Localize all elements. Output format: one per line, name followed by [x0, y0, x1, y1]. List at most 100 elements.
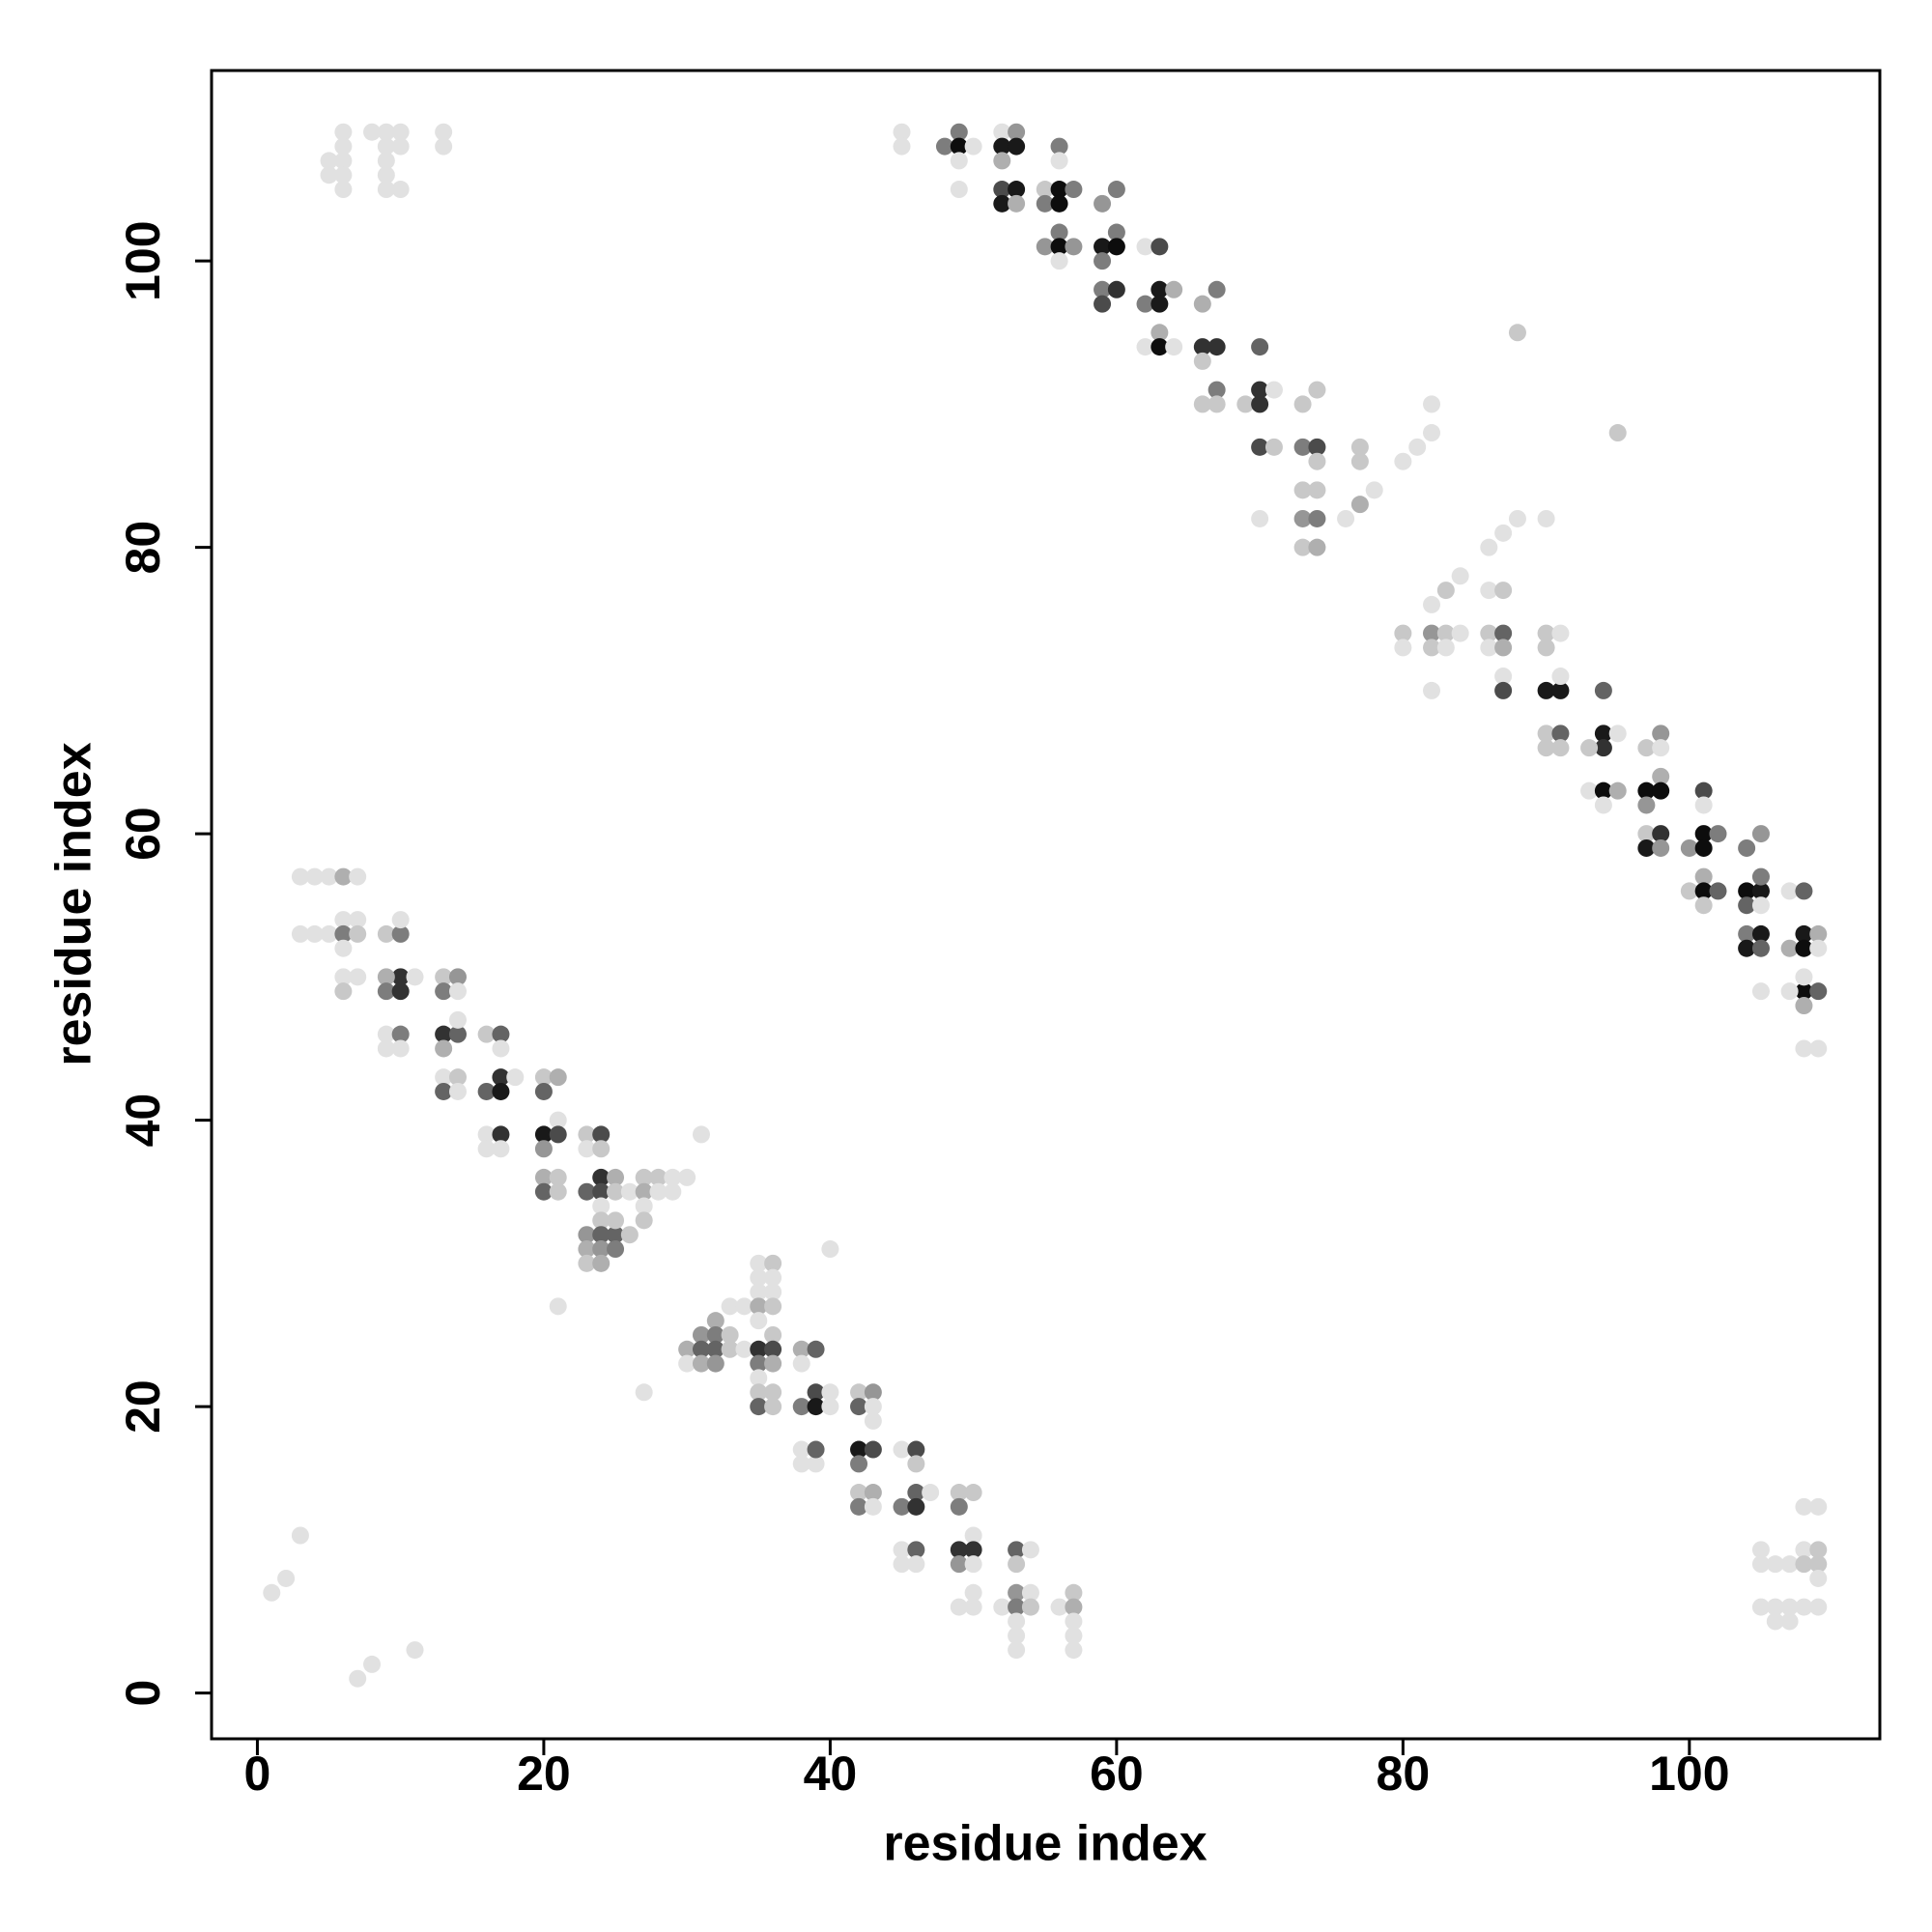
contact-point: [391, 1025, 410, 1043]
contact-point: [1050, 238, 1068, 256]
contact-point: [1094, 238, 1112, 256]
contact-point: [1065, 1598, 1083, 1616]
contact-point: [807, 1398, 825, 1416]
contact-point: [592, 1168, 611, 1186]
contact-point: [1050, 194, 1068, 213]
contact-point: [764, 1268, 782, 1287]
contact-point: [664, 1182, 682, 1201]
contact-point: [607, 1240, 625, 1259]
contact-point: [1795, 1598, 1813, 1616]
contact-point: [1809, 924, 1828, 943]
contact-point: [263, 1583, 281, 1602]
contact-point: [435, 137, 453, 156]
contact-point: [607, 1182, 625, 1201]
contact-point: [592, 1125, 611, 1144]
contact-point: [993, 181, 1011, 199]
contact-point: [435, 1025, 453, 1043]
contact-point: [1136, 295, 1154, 313]
contact-point: [1751, 1598, 1770, 1616]
contact-point: [635, 1383, 653, 1402]
contact-point: [1594, 781, 1612, 800]
contact-point: [893, 123, 911, 141]
contact-point: [664, 1168, 682, 1186]
contact-point: [1694, 781, 1713, 800]
contact-point: [764, 1383, 782, 1402]
contact-point: [334, 166, 353, 185]
contact-point: [1293, 481, 1312, 499]
contact-point: [1694, 896, 1713, 915]
x-tick-label: 40: [804, 1747, 858, 1801]
contact-point: [377, 968, 395, 986]
contact-point: [692, 1325, 710, 1344]
contact-point: [1008, 1612, 1026, 1631]
x-tick-label: 60: [1090, 1747, 1144, 1801]
contact-point: [1694, 796, 1713, 814]
contact-point: [1094, 280, 1112, 298]
contact-point: [1308, 509, 1326, 527]
contact-point: [807, 1440, 825, 1459]
contact-point: [1537, 681, 1555, 699]
contact-point: [435, 968, 453, 986]
contact-point: [1193, 338, 1211, 356]
contact-point: [907, 1541, 925, 1559]
contact-point: [377, 1039, 395, 1058]
contact-point: [950, 1541, 968, 1559]
contact-point: [334, 867, 353, 886]
contact-point: [492, 1140, 510, 1158]
contact-point: [1780, 1612, 1799, 1631]
contact-point: [1193, 352, 1211, 370]
contact-point: [821, 1383, 839, 1402]
contact-point: [1494, 639, 1513, 657]
contact-point: [448, 1025, 467, 1043]
contact-point: [1136, 338, 1154, 356]
contact-point: [1508, 509, 1526, 527]
contact-point: [492, 1039, 510, 1058]
contact-point: [1751, 1555, 1770, 1574]
contact-point: [1751, 924, 1770, 943]
contact-point: [1594, 681, 1612, 699]
contact-point: [893, 1497, 911, 1516]
contact-point: [1751, 825, 1770, 843]
contact-point: [592, 1240, 611, 1259]
contact-point: [1451, 624, 1469, 642]
contact-point: [1795, 968, 1813, 986]
contact-point: [950, 1497, 968, 1516]
contact-point: [1350, 438, 1369, 456]
contact-point: [850, 1440, 868, 1459]
contact-point: [1580, 739, 1599, 757]
contact-point: [291, 867, 309, 886]
contact-point: [534, 1082, 553, 1100]
contact-point: [1193, 395, 1211, 413]
contact-point: [764, 1325, 782, 1344]
contact-point: [1480, 538, 1498, 556]
contact-point: [1036, 238, 1054, 256]
contact-point: [1436, 582, 1455, 600]
contact-point: [1751, 1541, 1770, 1559]
contact-point: [821, 1398, 839, 1416]
y-tick-label: 100: [116, 220, 170, 300]
contact-point: [821, 1240, 839, 1259]
contact-point: [1537, 624, 1555, 642]
contact-point: [578, 1240, 596, 1259]
contact-point: [950, 181, 968, 199]
contact-point: [492, 1025, 510, 1043]
contact-point: [1151, 238, 1169, 256]
contact-point: [377, 137, 395, 156]
contact-point: [635, 1197, 653, 1215]
contact-point: [1637, 796, 1656, 814]
contact-point: [334, 152, 353, 170]
contact-point: [391, 123, 410, 141]
contact-point: [1293, 538, 1312, 556]
contact-point: [907, 1555, 925, 1574]
contact-point: [391, 968, 410, 986]
contact-point: [320, 152, 338, 170]
contact-point: [922, 1484, 940, 1502]
contact-point: [864, 1411, 882, 1430]
contact-point: [377, 152, 395, 170]
contact-point: [1795, 1039, 1813, 1058]
contact-point: [1208, 395, 1226, 413]
contact-point: [578, 1125, 596, 1144]
contact-point: [1652, 838, 1670, 857]
contact-point: [721, 1325, 739, 1344]
contact-point: [448, 968, 467, 986]
